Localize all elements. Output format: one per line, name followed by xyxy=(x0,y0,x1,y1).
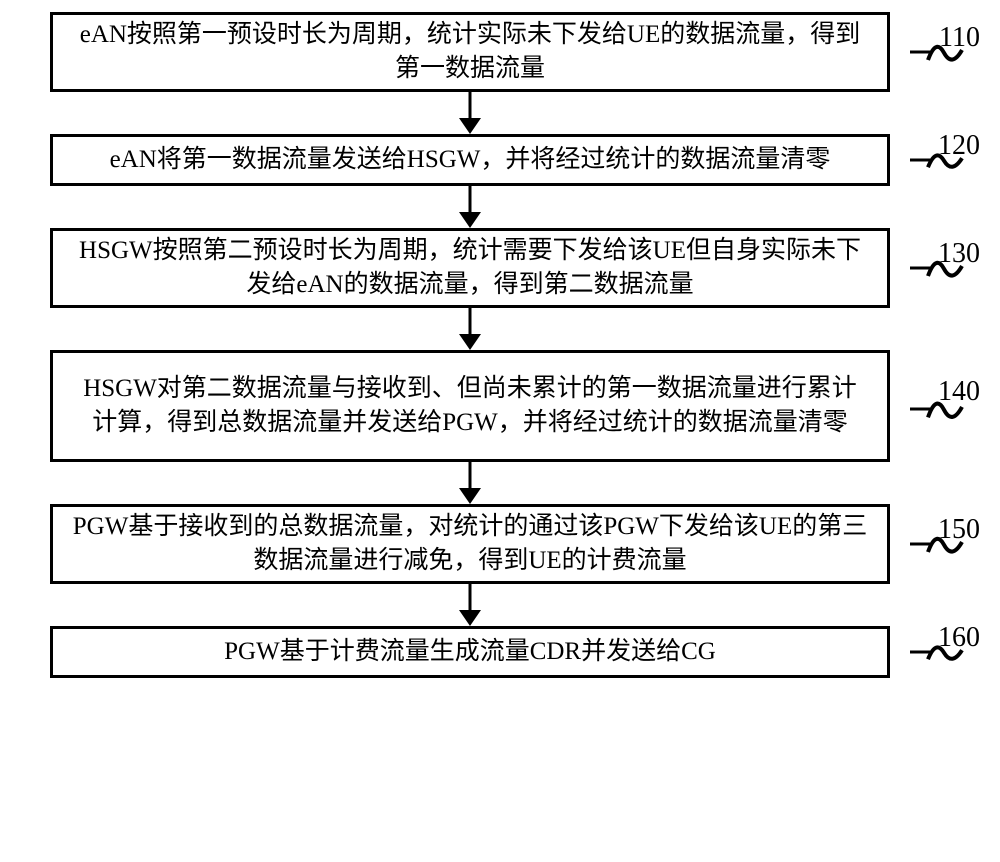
arrow-3 xyxy=(50,462,890,504)
step-120-label: 120 xyxy=(938,130,980,162)
step-120-wrap: eAN将第一数据流量发送给HSGW，并将经过统计的数据流量清零 120 xyxy=(50,134,910,186)
step-110-label: 110 xyxy=(939,22,980,54)
arrow-4 xyxy=(50,584,890,626)
step-150-wrap: PGW基于接收到的总数据流量，对统计的通过该PGW下发给该UE的第三数据流量进行… xyxy=(50,504,910,584)
flowchart-container: eAN按照第一预设时长为周期，统计实际未下发给UE的数据流量，得到第一数据流量 … xyxy=(50,12,910,678)
step-130-label: 130 xyxy=(938,238,980,270)
arrow-1 xyxy=(50,186,890,228)
step-160-text: PGW基于计费流量生成流量CDR并发送给CG xyxy=(224,635,716,669)
step-130-text: HSGW按照第二预设时长为周期，统计需要下发给该UE但自身实际未下发给eAN的数… xyxy=(71,234,869,302)
step-120-box: eAN将第一数据流量发送给HSGW，并将经过统计的数据流量清零 xyxy=(50,134,890,186)
step-150-text: PGW基于接收到的总数据流量，对统计的通过该PGW下发给该UE的第三数据流量进行… xyxy=(71,510,869,578)
step-130-box: HSGW按照第二预设时长为周期，统计需要下发给该UE但自身实际未下发给eAN的数… xyxy=(50,228,890,308)
step-160-box: PGW基于计费流量生成流量CDR并发送给CG xyxy=(50,626,890,678)
arrow-2 xyxy=(50,308,890,350)
step-160-label: 160 xyxy=(938,622,980,654)
step-150-label: 150 xyxy=(938,514,980,546)
step-120-text: eAN将第一数据流量发送给HSGW，并将经过统计的数据流量清零 xyxy=(110,143,831,177)
step-140-label: 140 xyxy=(938,376,980,408)
step-110-box: eAN按照第一预设时长为周期，统计实际未下发给UE的数据流量，得到第一数据流量 xyxy=(50,12,890,92)
step-140-text: HSGW对第二数据流量与接收到、但尚未累计的第一数据流量进行累计计算，得到总数据… xyxy=(71,372,869,440)
step-140-box: HSGW对第二数据流量与接收到、但尚未累计的第一数据流量进行累计计算，得到总数据… xyxy=(50,350,890,462)
step-150-box: PGW基于接收到的总数据流量，对统计的通过该PGW下发给该UE的第三数据流量进行… xyxy=(50,504,890,584)
step-130-wrap: HSGW按照第二预设时长为周期，统计需要下发给该UE但自身实际未下发给eAN的数… xyxy=(50,228,910,308)
step-160-wrap: PGW基于计费流量生成流量CDR并发送给CG 160 xyxy=(50,626,910,678)
arrow-0 xyxy=(50,92,890,134)
step-140-wrap: HSGW对第二数据流量与接收到、但尚未累计的第一数据流量进行累计计算，得到总数据… xyxy=(50,350,910,462)
step-110-text: eAN按照第一预设时长为周期，统计实际未下发给UE的数据流量，得到第一数据流量 xyxy=(71,18,869,86)
step-110-wrap: eAN按照第一预设时长为周期，统计实际未下发给UE的数据流量，得到第一数据流量 … xyxy=(50,12,910,92)
